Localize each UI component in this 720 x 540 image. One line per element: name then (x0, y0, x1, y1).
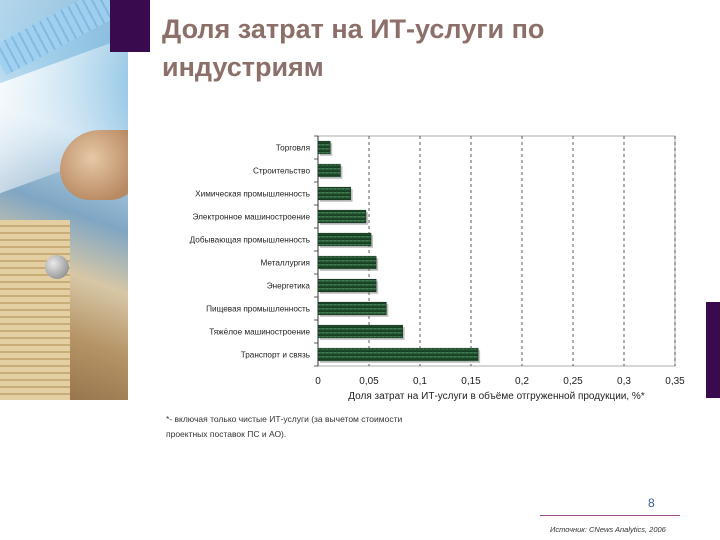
x-tick-label: 0,1 (413, 376, 427, 387)
category-label: Тяжёлое машиностроение (209, 328, 310, 337)
footnote: *- включая только чистые ИТ-услуги (за в… (166, 412, 466, 442)
x-tick-label: 0,2 (515, 376, 529, 387)
bar (317, 186, 351, 201)
bar (317, 324, 403, 339)
x-axis-label: Доля затрат на ИТ-услуги в объёме отгруж… (348, 390, 645, 402)
category-label: Электронное машиностроение (193, 213, 311, 222)
bar (317, 232, 372, 247)
category-label: Энергетика (267, 282, 311, 291)
decorative-photo (0, 0, 128, 400)
pin-image (45, 255, 69, 279)
page-number: 8 (648, 496, 655, 510)
bar (317, 140, 331, 155)
x-tick-label: 0,3 (617, 376, 631, 387)
source-note: Источник: CNews Analytics, 2006 (550, 525, 666, 534)
x-tick-label: 0 (315, 376, 321, 387)
x-tick-label: 0,35 (665, 376, 685, 387)
category-label: Химическая промышленность (195, 190, 310, 199)
category-label: Металлургия (260, 259, 310, 268)
slide-title: Доля затрат на ИТ-услуги по индустриям (162, 14, 545, 82)
bar (317, 209, 367, 224)
accent-block-right (706, 302, 720, 398)
x-tick-label: 0,15 (461, 376, 481, 387)
footnote-line-2: проектных поставок ПС и АО). (166, 429, 287, 439)
bar (317, 301, 387, 316)
measuring-tape-image (0, 220, 70, 400)
bar (317, 347, 479, 362)
footnote-line-1: *- включая только чистые ИТ-услуги (за в… (166, 414, 403, 424)
x-tick-label: 0,25 (563, 376, 583, 387)
bar (317, 255, 377, 270)
category-label: Строительство (253, 167, 310, 176)
bar-chart: 0 0,05 0,1 0,15 0,2 0,25 0,3 0,35 Торговля Строит… (150, 128, 690, 408)
accent-block-top (110, 0, 150, 52)
bar (317, 163, 341, 178)
page-underline (540, 515, 680, 516)
category-label: Торговля (276, 144, 310, 153)
category-label: Транспорт и связь (241, 351, 310, 360)
x-tick-label: 0,05 (359, 376, 379, 387)
category-label: Пищевая промышленность (206, 305, 310, 314)
bar-chart-svg: 0 0,05 0,1 0,15 0,2 0,25 0,3 0,35 Торговля Строит… (190, 135, 685, 402)
category-label: Добывающая промышленность (190, 236, 310, 245)
hand-image (60, 130, 128, 200)
bar (317, 278, 377, 293)
